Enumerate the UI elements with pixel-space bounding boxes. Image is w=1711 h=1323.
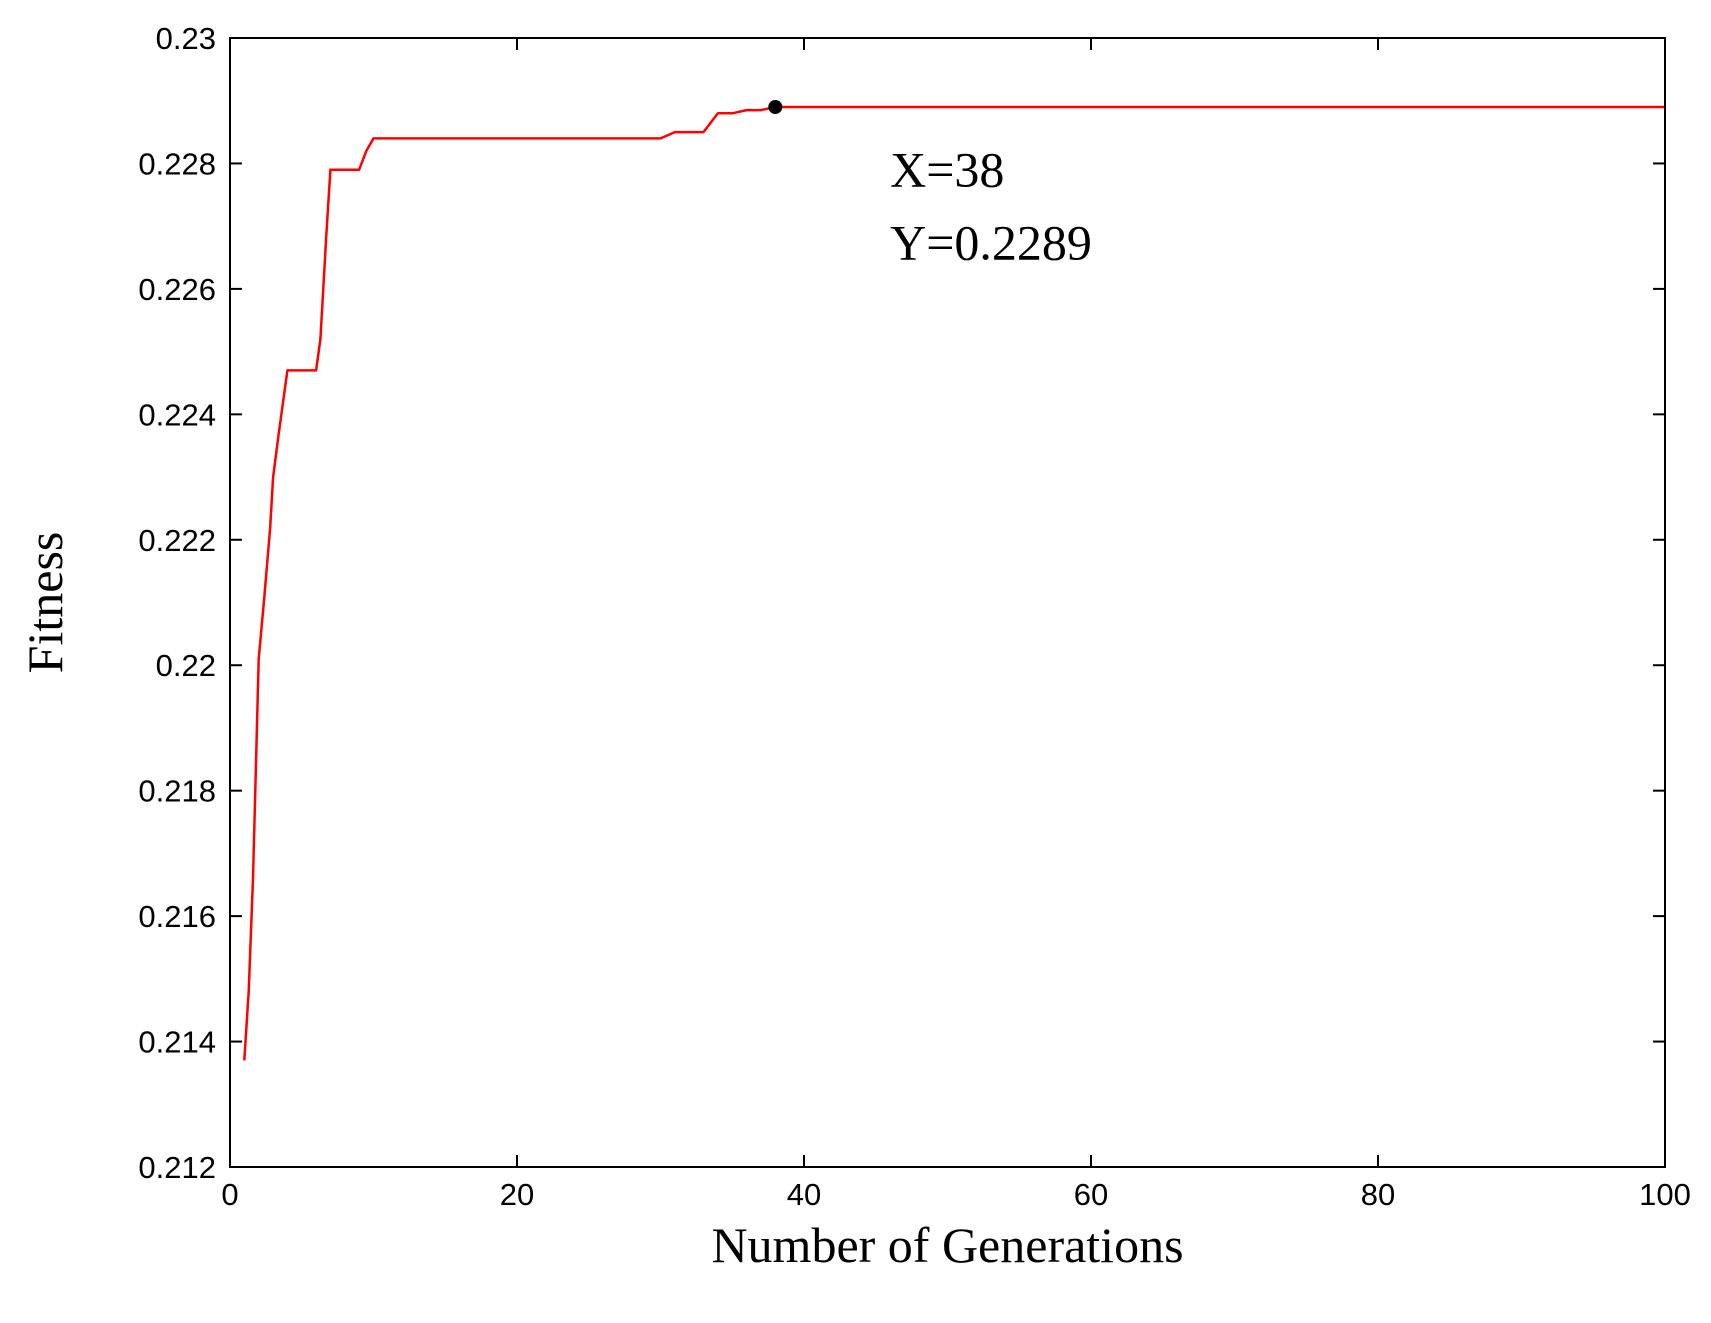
y-tick-label: 0.22 xyxy=(156,648,216,683)
plot-area-frame xyxy=(229,37,1666,1168)
max-fitness-marker xyxy=(768,99,783,114)
y-tick-label: 0.228 xyxy=(138,146,216,181)
y-tick-label: 0.224 xyxy=(138,397,216,432)
x-tick-label: 0 xyxy=(221,1177,238,1212)
x-tick-label: 80 xyxy=(1361,1177,1395,1212)
x-tick-label: 100 xyxy=(1639,1177,1691,1212)
y-axis-title: Fitness xyxy=(17,532,73,674)
y-tick-label: 0.218 xyxy=(138,774,216,809)
x-tick-label: 20 xyxy=(500,1177,534,1212)
y-tick-label: 0.216 xyxy=(138,899,216,934)
annotation-y-label: Y=0.2289 xyxy=(890,215,1092,271)
x-axis-title: Number of Generations xyxy=(711,1217,1183,1273)
y-tick-label: 0.214 xyxy=(138,1025,216,1060)
y-tick-label: 0.23 xyxy=(156,21,216,56)
ticks: 0 20 40 60 80 100 0.212 0.214 0.216 0.218 0.22 0.22… xyxy=(138,21,1690,1212)
y-tick-label: 0.222 xyxy=(138,523,216,558)
x-tick-label: 40 xyxy=(787,1177,821,1212)
y-tick-label: 0.226 xyxy=(138,272,216,307)
fitness-series-line xyxy=(243,105,1665,1061)
x-tick-label: 60 xyxy=(1074,1177,1108,1212)
y-tick-label: 0.212 xyxy=(138,1150,216,1185)
annotation-x-label: X=38 xyxy=(890,142,1004,198)
